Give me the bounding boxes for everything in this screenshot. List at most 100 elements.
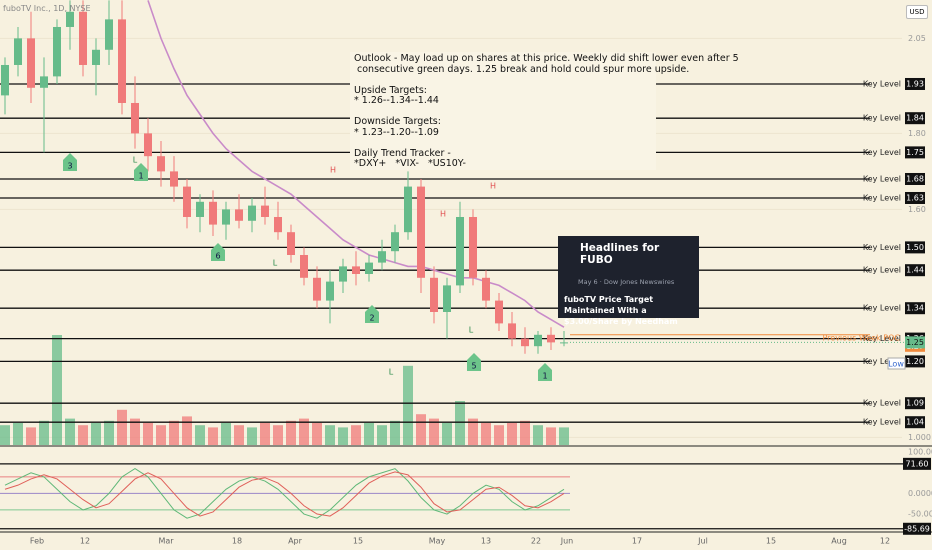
note-line: consecutive green days. 1.25 break and h…	[354, 63, 690, 75]
candle-body	[300, 254, 308, 278]
price-tag	[905, 397, 925, 410]
candle-body	[222, 209, 230, 225]
volume-bar	[130, 418, 140, 445]
price-tag	[905, 416, 925, 429]
volume-bar	[221, 423, 231, 445]
volume-bar	[338, 427, 348, 445]
key-level-text: Key Level	[863, 193, 901, 202]
pivot-label: H	[330, 166, 336, 175]
candle-body	[209, 201, 217, 225]
volume-bar	[273, 425, 283, 445]
volume-bar	[559, 427, 569, 445]
volume-bar	[65, 418, 75, 445]
candle-body	[560, 342, 568, 344]
candle-body	[66, 11, 74, 27]
key-level-text: Key Level	[863, 418, 901, 427]
candle-body	[326, 281, 334, 301]
signal-badge	[63, 153, 77, 171]
signal-label: 5	[471, 362, 476, 371]
candle-body	[183, 186, 191, 217]
y-tick-label: 1.60	[908, 205, 926, 214]
candle-body	[118, 19, 126, 103]
osc-tick-label: 0.0000	[908, 489, 932, 498]
volume-bar	[52, 335, 62, 445]
key-level-text: Key Level	[863, 334, 901, 343]
y-tick-label: 1.80	[908, 129, 926, 138]
candle-body	[287, 232, 295, 255]
price-tag	[905, 191, 925, 204]
candle-body	[482, 277, 490, 301]
x-tick-label: Apr	[288, 537, 303, 546]
volume-bar	[312, 423, 322, 445]
volume-bar	[299, 418, 309, 445]
moving-average	[147, 0, 565, 328]
pivot-label: L	[389, 368, 394, 377]
price-tag	[905, 112, 925, 125]
candle-body	[469, 216, 477, 278]
volume-bar	[0, 425, 10, 445]
volume-bar	[286, 420, 296, 445]
candle-body	[495, 300, 503, 324]
currency-button[interactable]: USD	[906, 5, 928, 19]
headline-panel[interactable]: Headlines for FUBO May 6 · Dow Jones New…	[558, 236, 699, 326]
volume-bar	[325, 425, 335, 445]
volume-bar	[182, 416, 192, 445]
price-tag-label: 1.44	[906, 266, 924, 275]
volume-bar	[169, 420, 179, 445]
signal-badge	[467, 353, 481, 371]
volume-bar	[208, 427, 218, 445]
note-line: * 1.26--1.34--1.44	[354, 95, 439, 106]
volume-bar	[260, 423, 270, 445]
candle-body	[521, 338, 529, 347]
osc-tick-label: 100.00	[908, 448, 932, 457]
volume-bar	[403, 365, 413, 445]
pivot-label: L	[273, 259, 278, 268]
signal-label: 1	[138, 172, 143, 181]
price-tag	[905, 302, 925, 315]
note-line: Downside Targets:	[354, 116, 441, 127]
candle-body	[53, 26, 61, 77]
osc-line	[4, 471, 565, 517]
symbol-header: fuboTV Inc., 1D, NYSE	[3, 4, 91, 13]
note-line: *DXY+ *VIX- *US10Y-	[354, 158, 466, 169]
key-level-text: Key Level	[863, 243, 901, 252]
volume-bar	[156, 425, 166, 445]
price-tag	[905, 264, 925, 277]
pivot-label: L	[133, 156, 138, 165]
candle-body	[391, 232, 399, 252]
volume-bar	[247, 427, 257, 445]
note-line: Outlook - May load up on shares at this …	[354, 53, 739, 64]
volume-bar	[546, 427, 556, 445]
candle-body	[313, 277, 321, 301]
x-tick-label: 15	[766, 537, 776, 546]
volume-bar	[442, 423, 452, 445]
candle-body	[456, 216, 464, 286]
volume-bar	[494, 425, 504, 445]
volume-bar	[91, 423, 101, 445]
volume-bar	[117, 409, 127, 445]
osc-level-label: 71.60	[906, 459, 929, 468]
price-tag-label: 1.34	[906, 304, 924, 313]
candle-body	[27, 38, 35, 88]
headline-text: fuboTV Price Target Maintained With a $3…	[564, 295, 678, 326]
volume-bar	[377, 425, 387, 445]
note-line: * 1.23--1.20--1.09	[354, 126, 439, 138]
x-tick-label: Mar	[158, 537, 174, 546]
candle-body	[274, 216, 282, 233]
headline-title: Headlines for FUBO	[580, 242, 660, 266]
poc-name: Previous Week POC	[822, 333, 900, 342]
candle-body	[404, 186, 412, 233]
price-tag	[905, 172, 925, 185]
note-box: Outlook - May load up on shares at this …	[350, 52, 739, 170]
y-tick-label: 2.05	[908, 34, 926, 43]
candle-body	[261, 205, 269, 217]
x-tick-label: 17	[632, 537, 642, 546]
candle-body	[430, 277, 438, 312]
price-tag-label: 1.93	[906, 79, 924, 88]
price-tag-label: 1.75	[906, 148, 924, 157]
key-level-text: Key Level	[863, 114, 901, 123]
candle-body	[196, 201, 204, 217]
volume-bar	[416, 414, 426, 445]
